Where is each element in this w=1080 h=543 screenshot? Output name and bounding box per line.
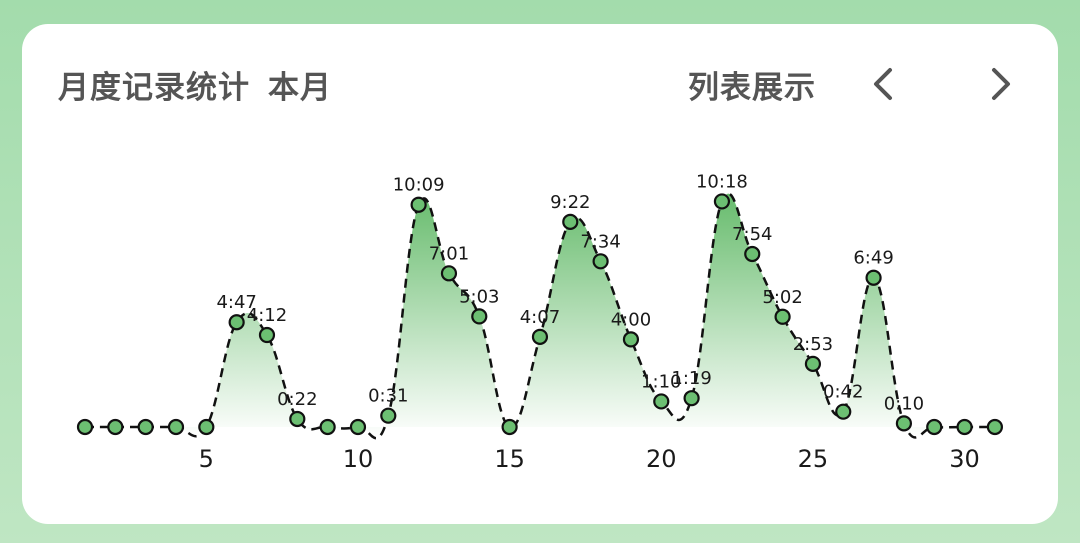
data-point[interactable] [774, 308, 791, 325]
data-point[interactable] [349, 418, 367, 436]
data-point[interactable] [562, 213, 579, 230]
data-point[interactable] [410, 196, 427, 213]
value-label: 4:47 [216, 292, 256, 313]
data-point[interactable] [683, 390, 700, 407]
value-label: 10:09 [393, 175, 445, 196]
card-title: 月度记录统计 本月 [58, 62, 332, 107]
period-label[interactable]: 本月 [268, 70, 332, 106]
value-label: 0:42 [823, 382, 863, 403]
data-point[interactable] [471, 308, 488, 325]
value-label: 9:22 [550, 192, 590, 213]
data-point[interactable] [380, 407, 397, 424]
value-label: 7:54 [732, 224, 772, 245]
data-point[interactable] [76, 418, 94, 436]
data-point[interactable] [926, 418, 943, 436]
data-point[interactable] [289, 410, 306, 428]
x-tick-label: 25 [798, 445, 829, 473]
chevron-left-icon [874, 68, 892, 100]
data-point[interactable] [501, 418, 518, 436]
value-label: 4:00 [611, 309, 651, 330]
data-point[interactable] [167, 418, 185, 436]
value-label: 5:03 [459, 286, 499, 307]
value-label: 0:10 [884, 393, 924, 414]
data-point[interactable] [804, 355, 822, 372]
x-tick-label: 15 [494, 445, 525, 473]
value-label: 7:01 [429, 243, 469, 264]
value-label: 0:22 [277, 389, 317, 410]
data-point[interactable] [986, 418, 1004, 436]
monthly-stats-card: 月度记录统计 本月 列表展示 4:47 4:12 0:22 0:31 10:09 7:01 5… [22, 24, 1058, 524]
data-point[interactable] [835, 403, 852, 420]
data-point[interactable] [622, 331, 640, 348]
list-view-button[interactable]: 列表展示 [688, 70, 816, 106]
x-tick-label: 5 [199, 445, 214, 473]
value-label: 1:19 [671, 368, 711, 389]
x-tick-label: 10 [343, 445, 374, 473]
x-tick-label: 30 [949, 445, 980, 473]
value-label: 4:07 [520, 307, 560, 328]
data-point[interactable] [531, 328, 549, 345]
area-fill [85, 193, 995, 439]
data-point[interactable] [865, 269, 882, 286]
next-month-button[interactable] [980, 64, 1020, 104]
series-line [85, 192, 995, 440]
data-point[interactable] [228, 314, 245, 331]
value-label: 6:49 [853, 248, 893, 269]
data-point[interactable] [592, 253, 609, 270]
data-point[interactable] [198, 418, 215, 436]
value-label: 2:53 [793, 334, 833, 355]
value-label: 0:31 [368, 386, 408, 407]
data-point[interactable] [137, 418, 154, 436]
data-point[interactable] [258, 326, 276, 344]
data-point[interactable] [956, 418, 973, 436]
prev-month-button[interactable] [864, 64, 904, 104]
chevron-right-icon [992, 68, 1010, 100]
data-point[interactable] [895, 415, 913, 432]
data-point[interactable] [653, 393, 670, 410]
data-point[interactable] [440, 265, 458, 282]
daily-duration-line-chart: 4:474:12 0:22 0:31 10:09 7:01 5:03 4:07 9:22 7:3… [76, 171, 1004, 473]
x-tick-label: 20 [646, 445, 677, 473]
value-label: 4:12 [247, 305, 287, 326]
title-label: 月度记录统计 [58, 70, 250, 106]
data-point[interactable] [744, 245, 761, 263]
value-label: 7:34 [580, 231, 620, 252]
data-point[interactable] [713, 193, 731, 210]
value-label: 1:10 [641, 371, 681, 392]
data-point[interactable] [107, 418, 124, 436]
data-point[interactable] [319, 418, 336, 436]
value-label: 5:02 [762, 287, 802, 308]
value-label: 10:18 [696, 171, 748, 192]
